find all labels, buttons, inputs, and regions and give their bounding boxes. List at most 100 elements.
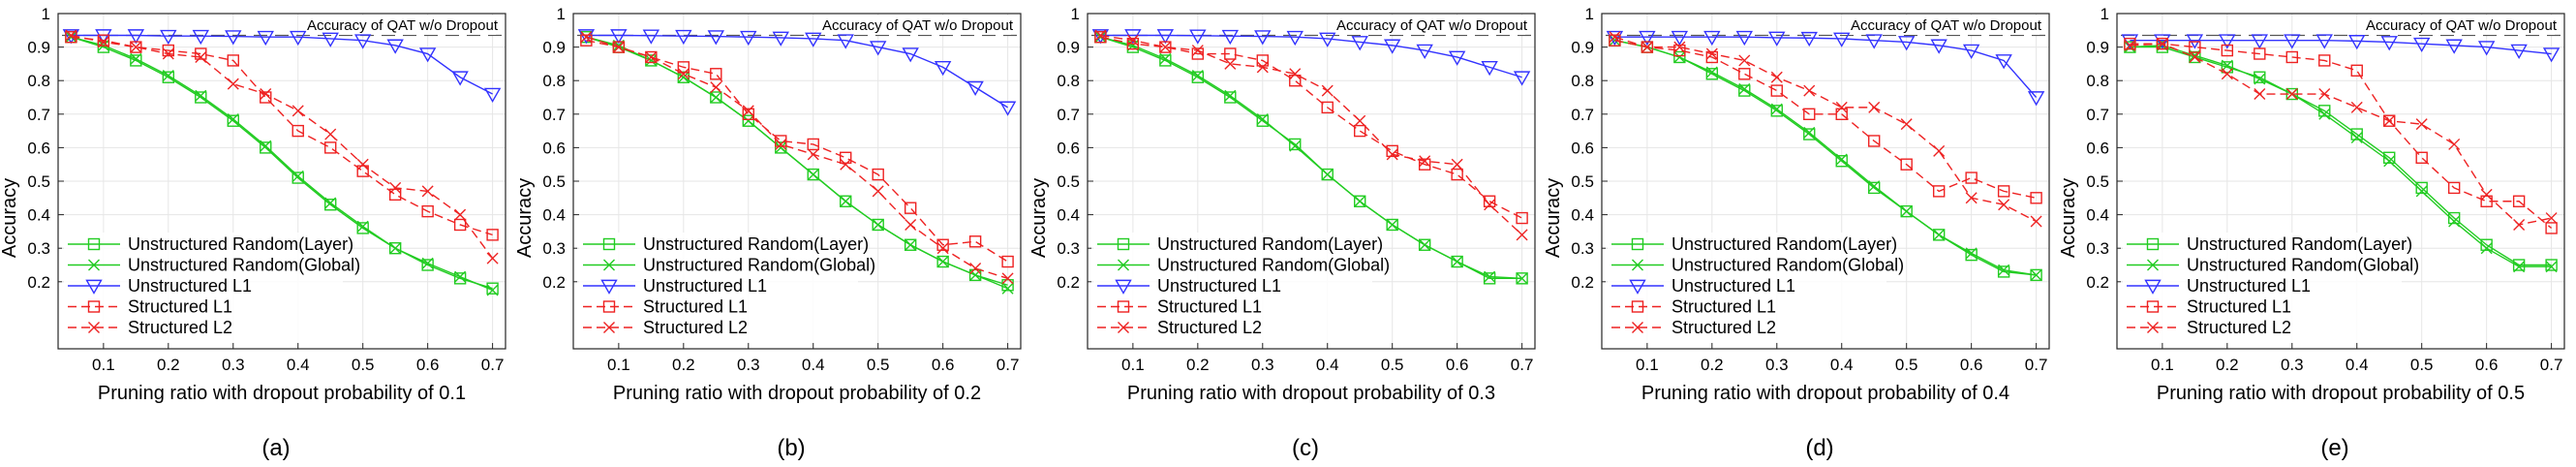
- data-point-3-0-11: [1965, 248, 1978, 262]
- data-point-3-4-10: [1933, 144, 1946, 157]
- legend-3: Unstructured Random(Layer) Unstructured R…: [1606, 233, 1904, 343]
- y-tick-label-0-2: 0.4: [27, 206, 50, 225]
- y-tick-label-4-5: 0.7: [2086, 106, 2109, 124]
- x-tick-label-3-5: 0.6: [1960, 356, 1983, 374]
- series-2-4: [1094, 29, 1528, 241]
- legend-label-2-4: Structured L2: [1157, 318, 1262, 337]
- data-point-2-4-0-stroke-b: [1094, 29, 1107, 42]
- x-tick-label-3-4: 0.5: [1895, 356, 1918, 374]
- y-axis-label-3: Accuracy: [1543, 178, 1564, 258]
- data-point-2-0-12: [1483, 272, 1496, 285]
- reference-label-bg-2: [1328, 16, 1525, 35]
- x-tick-label-2-3: 0.4: [1316, 356, 1339, 374]
- legend-marker-3-2: [1629, 279, 1646, 295]
- data-point-0-1-6-stroke-b: [260, 140, 272, 152]
- data-point-0-1-3: [162, 70, 174, 82]
- data-point-0-4-2: [130, 41, 142, 53]
- data-point-1-0-4: [710, 91, 722, 104]
- series-line-4-3: [2130, 43, 2553, 229]
- data-point-1-4-10-stroke-b: [905, 218, 917, 231]
- legend-marker-0-0: [87, 237, 101, 251]
- data-point-1-4-3-stroke-b: [677, 68, 690, 80]
- data-point-4-4-10: [2448, 138, 2461, 150]
- y-tick-label-2-3: 0.5: [1057, 172, 1080, 191]
- data-point-3-1-9: [1900, 205, 1913, 218]
- legend-bg-3: [1606, 233, 1886, 343]
- data-point-2-0-11: [1451, 255, 1463, 268]
- legend-marker-0-4: [88, 322, 100, 333]
- data-point-1-2-5: [740, 30, 757, 47]
- legend-bg-2: [1091, 233, 1372, 343]
- data-point-0-1-13-stroke-b: [486, 284, 499, 296]
- data-point-2-3-3: [1191, 47, 1205, 60]
- data-point-1-2-2: [642, 29, 660, 45]
- y-tick-label-2-7: 0.9: [1057, 39, 1080, 57]
- legend-label-2-3: Structured L1: [1157, 297, 1262, 317]
- data-point-3-3-3: [1705, 50, 1719, 64]
- data-point-2-1-3-stroke-b: [1191, 70, 1204, 82]
- y-tick-label-2-6: 0.8: [1057, 72, 1080, 90]
- legend-label-2-0: Unstructured Random(Layer): [1157, 234, 1383, 254]
- data-point-2-0-2: [1159, 54, 1172, 67]
- data-point-2-3-12: [1483, 195, 1496, 207]
- y-tick-label-0-5: 0.7: [27, 106, 50, 124]
- series-1-3: [580, 34, 1014, 268]
- data-point-2-0-4: [1224, 91, 1237, 104]
- data-point-2-3-5: [1256, 54, 1269, 67]
- data-point-3-0-7: [1835, 155, 1848, 168]
- chart-panel-4: 0.2 0.3 0.4 0.5 0.6 0.7 0.8 0.9 1 0.1 0.2 0.3 0.4 0.5…: [2058, 5, 2565, 461]
- y-tick-label-0-7: 0.9: [27, 39, 50, 57]
- legend-bg-4: [2121, 233, 2402, 343]
- data-point-0-1-12: [454, 270, 467, 283]
- data-point-2-4-11: [1451, 158, 1463, 171]
- legend-label-3-1: Unstructured Random(Global): [1671, 256, 1904, 275]
- legend-marker-3-0: [1631, 237, 1644, 251]
- data-point-3-1-13-stroke-b: [2030, 268, 2042, 281]
- y-axis-label-4: Accuracy: [2058, 178, 2079, 258]
- data-point-4-3-0: [2124, 37, 2136, 50]
- y-tick-label-1-8: 1: [557, 5, 566, 23]
- data-point-2-2-11: [1448, 50, 1466, 66]
- data-point-4-4-4-stroke-b: [2254, 88, 2266, 101]
- data-point-3-1-12-stroke-b: [1998, 264, 2010, 276]
- data-point-3-1-7-stroke-b: [1835, 153, 1848, 166]
- data-point-3-1-2-stroke-b: [1673, 50, 1686, 63]
- data-point-2-1-9-stroke-b: [1386, 218, 1398, 231]
- data-point-3-2-5: [1768, 31, 1786, 47]
- data-point-2-1-12-stroke-b: [1484, 270, 1496, 283]
- data-point-0-4-6: [260, 88, 272, 101]
- data-point-1-1-6: [775, 141, 787, 154]
- data-point-4-4-12: [2513, 218, 2526, 231]
- legend-marker-2-1: [1118, 259, 1129, 271]
- data-point-3-4-3-stroke-b: [1705, 47, 1718, 60]
- data-point-1-4-11: [936, 242, 949, 255]
- data-point-1-0-7: [807, 168, 819, 181]
- data-point-4-2-10: [2445, 39, 2463, 54]
- x-tick-label-4-4: 0.5: [2410, 356, 2434, 374]
- data-point-2-0-5: [1256, 114, 1269, 127]
- data-point-3-1-4-stroke-b: [1738, 82, 1751, 95]
- legend-marker-3-4-stroke-b: [1632, 322, 1643, 333]
- legend-label-2-1: Unstructured Random(Global): [1157, 256, 1390, 275]
- data-point-0-2-12: [451, 71, 469, 86]
- data-point-1-1-13-stroke-b: [1001, 282, 1014, 295]
- data-point-3-4-7-stroke-b: [1835, 101, 1848, 113]
- data-point-4-4-5: [2285, 88, 2298, 101]
- data-point-0-4-1: [97, 36, 109, 48]
- data-point-4-2-6: [2315, 34, 2333, 49]
- data-point-4-2-8: [2380, 36, 2398, 51]
- data-point-3-2-8: [1865, 34, 1883, 49]
- data-point-0-2-13: [483, 87, 502, 103]
- data-point-4-4-3-stroke-b: [2221, 68, 2233, 80]
- x-tick-label-2-0: 0.1: [1121, 356, 1145, 374]
- x-tick-label-2-2: 0.3: [1251, 356, 1274, 374]
- data-point-0-3-7: [291, 124, 304, 138]
- data-point-1-3-2: [645, 50, 658, 64]
- data-point-4-1-3: [2221, 59, 2233, 72]
- y-axis-label-1: Accuracy: [514, 178, 536, 258]
- x-tick-label-0-3: 0.4: [287, 356, 310, 374]
- legend-label-4-3: Structured L1: [2187, 297, 2291, 317]
- data-point-3-1-8-stroke-b: [1868, 180, 1881, 193]
- data-point-2-4-8-stroke-b: [1354, 114, 1366, 127]
- legend-label-3-2: Unstructured L1: [1671, 276, 1795, 296]
